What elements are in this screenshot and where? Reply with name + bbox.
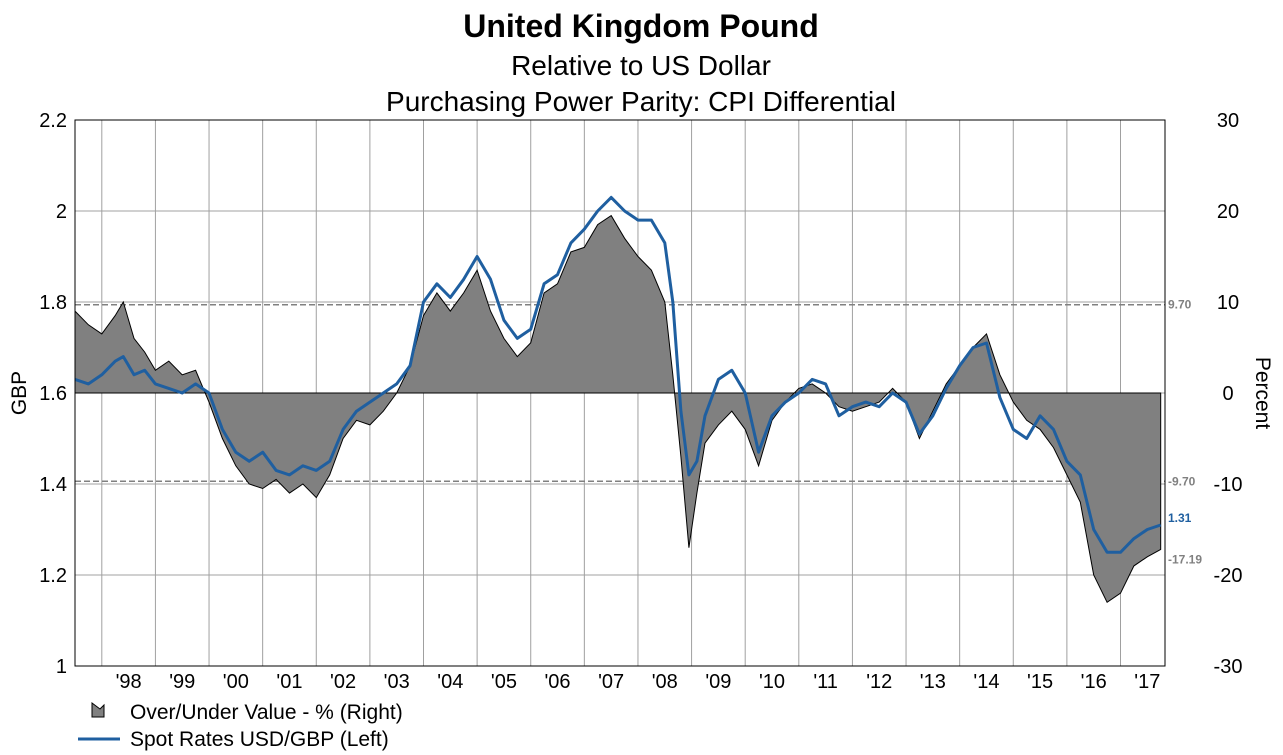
y-left-tick-label: 1.8 — [39, 292, 67, 314]
x-tick-label: '13 — [920, 671, 946, 693]
x-tick-label: '99 — [169, 671, 195, 693]
x-tick-label: '15 — [1027, 671, 1053, 693]
y-right-tick-label: -30 — [1214, 656, 1243, 678]
x-tick-label: '04 — [437, 671, 463, 693]
x-tick-label: '02 — [330, 671, 356, 693]
x-tick-label: '16 — [1081, 671, 1107, 693]
y-left-tick-label: 1.2 — [39, 565, 67, 587]
x-tick-label: '01 — [276, 671, 302, 693]
y-left-tick-label: 2 — [56, 201, 67, 223]
y-right-tick-label: 10 — [1217, 292, 1239, 314]
x-tick-label: '07 — [598, 671, 624, 693]
line-spot-rate — [74, 195, 1162, 554]
y-right-tick-label: -20 — [1214, 565, 1243, 587]
y-left-tick-label: 1.6 — [39, 383, 67, 405]
y-left-tick-label: 1.4 — [39, 474, 67, 496]
end-labels: 1.31 -17.19 — [1168, 511, 1202, 566]
area-series-layer — [74, 214, 1162, 604]
area-over-under-value — [74, 214, 1162, 604]
y-axis-left-title: GBP — [8, 371, 31, 415]
line-series-layer — [74, 195, 1162, 554]
y-axis-right-ticks: -30 -20 -10 0 10 20 30 — [1214, 110, 1243, 678]
x-tick-label: '98 — [116, 671, 142, 693]
x-tick-label: '00 — [223, 671, 249, 693]
plot-frame — [74, 119, 1166, 667]
y-left-tick-label: 1 — [56, 656, 67, 678]
end-label-over-under: -17.19 — [1168, 552, 1202, 566]
y-right-tick-label: 20 — [1217, 201, 1239, 223]
x-axis-ticks: '98 '99 '00 '01 '02 '03 '04 '05 '06 '07 '08 '09 '10 '… — [116, 671, 1161, 693]
x-tick-label: '09 — [705, 671, 731, 693]
reference-line-label: 9.70 — [1168, 298, 1192, 312]
legend-line-label: Spot Rates USD/GBP (Left) — [130, 728, 389, 751]
y-right-tick-label: -10 — [1214, 474, 1243, 496]
y-axis-left-ticks: 1 1.2 1.4 1.6 1.8 2 2.2 — [39, 110, 67, 678]
x-tick-label: '06 — [544, 671, 570, 693]
legend-area-swatch — [91, 702, 105, 718]
y-axis-right-title: Percent — [1251, 357, 1274, 430]
x-tick-label: '03 — [384, 671, 410, 693]
chart-subtitle-1: Relative to US Dollar — [511, 50, 771, 81]
legend: Over/Under Value - % (Right) Spot Rates … — [78, 701, 403, 751]
x-tick-label: '10 — [759, 671, 785, 693]
chart-title: United Kingdom Pound — [463, 8, 819, 44]
y-left-tick-label: 2.2 — [39, 110, 67, 132]
chart-subtitle-2: Purchasing Power Parity: CPI Differentia… — [386, 86, 896, 117]
legend-area-label: Over/Under Value - % (Right) — [130, 701, 403, 724]
y-right-tick-label: 0 — [1222, 383, 1233, 405]
end-label-spot-rate: 1.31 — [1168, 511, 1192, 525]
x-tick-label: '17 — [1134, 671, 1160, 693]
reference-line-label: -9.70 — [1168, 474, 1196, 488]
x-tick-label: '11 — [813, 671, 838, 693]
x-tick-label: '12 — [866, 671, 892, 693]
x-tick-label: '14 — [973, 671, 999, 693]
y-right-tick-label: 30 — [1217, 110, 1239, 132]
x-tick-label: '05 — [491, 671, 517, 693]
x-tick-label: '08 — [652, 671, 678, 693]
